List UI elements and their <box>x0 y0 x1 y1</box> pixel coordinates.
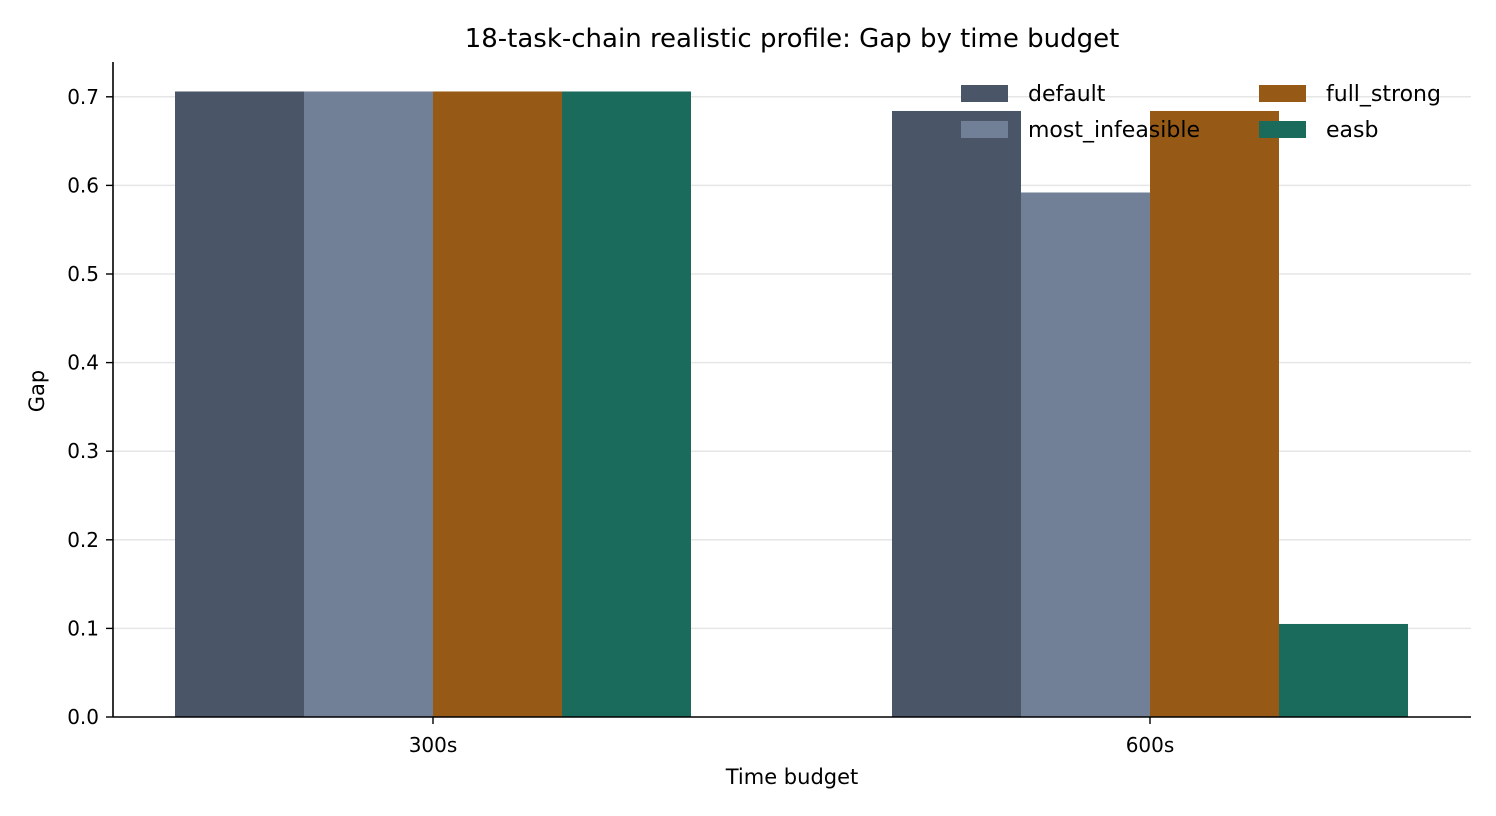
x-axis-label: Time budget <box>725 765 859 789</box>
y-tick-label: 0.4 <box>67 351 99 375</box>
bar-most-infeasible-300s <box>304 91 433 717</box>
x-axis-ticks: 300s 600s <box>409 717 1175 757</box>
legend-label-most-infeasible: most_infeasible <box>1028 118 1200 143</box>
y-tick-label: 0.2 <box>67 528 99 552</box>
bar-default-600s <box>892 110 1021 717</box>
chart-title: 18-task-chain realistic profile: Gap by … <box>465 24 1120 54</box>
y-axis-ticks: 0.0 0.1 0.2 0.3 0.4 0.5 0.6 0.7 <box>67 85 113 729</box>
legend-label-default: default <box>1028 82 1106 107</box>
y-tick-label: 0.7 <box>67 85 99 109</box>
y-axis-label: Gap <box>25 370 49 412</box>
legend-swatch-easb <box>1259 121 1306 138</box>
x-tick-label: 600s <box>1126 733 1175 757</box>
legend-label-full-strong: full_strong <box>1326 82 1441 107</box>
legend-swatch-most-infeasible <box>961 121 1008 138</box>
bars <box>175 91 1408 717</box>
axes <box>112 62 1471 718</box>
bar-full-strong-300s <box>433 91 562 717</box>
bar-most-infeasible-600s <box>1021 192 1150 717</box>
bar-easb-600s <box>1279 623 1408 717</box>
x-tick-label: 300s <box>409 733 458 757</box>
legend-swatch-default <box>961 85 1008 102</box>
bar-easb-300s <box>562 91 691 717</box>
y-tick-label: 0.6 <box>67 173 99 197</box>
y-tick-label: 0.0 <box>67 705 99 729</box>
bar-full-strong-600s <box>1150 110 1279 717</box>
y-tick-label: 0.3 <box>67 439 99 463</box>
y-tick-label: 0.5 <box>67 262 99 286</box>
legend-label-easb: easb <box>1326 118 1378 143</box>
legend-swatch-full-strong <box>1259 85 1306 102</box>
y-tick-label: 0.1 <box>67 616 99 640</box>
bar-default-300s <box>175 91 304 717</box>
